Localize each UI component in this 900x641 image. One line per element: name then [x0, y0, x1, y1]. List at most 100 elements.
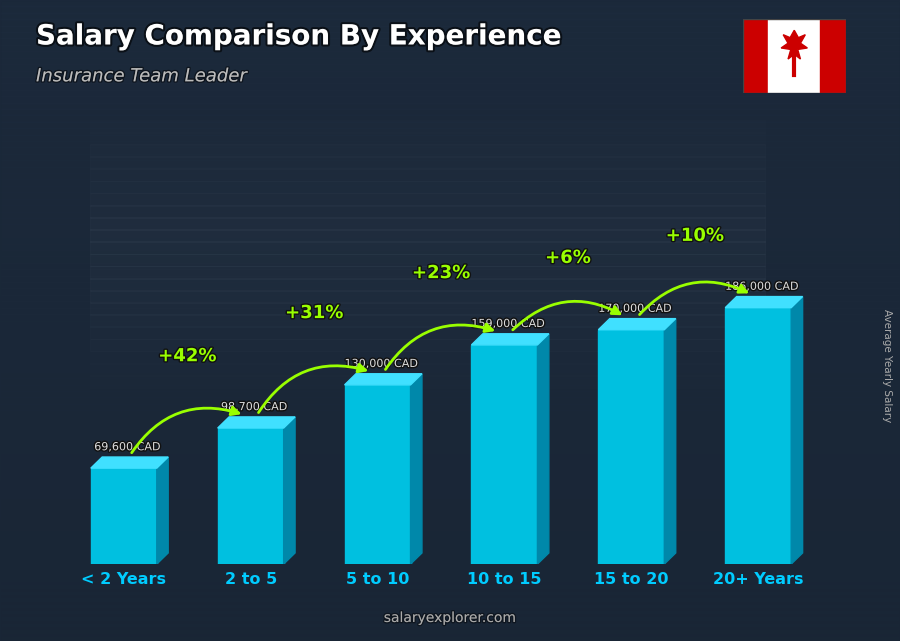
Text: +23%: +23% [412, 264, 470, 282]
Bar [0, 212, 900, 218]
Bar [0, 558, 900, 564]
Bar [0, 103, 900, 109]
Text: 186,000 CAD: 186,000 CAD [725, 282, 798, 292]
Bar [0, 487, 900, 494]
Text: +42%: +42% [158, 347, 216, 365]
Bar [90, 254, 765, 267]
Bar [0, 429, 900, 436]
Polygon shape [781, 30, 807, 59]
Text: salaryexplorer.com: salaryexplorer.com [383, 611, 517, 625]
Bar [0, 314, 900, 320]
Bar [0, 417, 900, 423]
Bar [0, 385, 900, 391]
Bar [769, 19, 820, 93]
Bar [0, 141, 900, 147]
Bar [0, 218, 900, 224]
Text: 130,000 CAD: 130,000 CAD [345, 359, 418, 369]
Bar [0, 38, 900, 45]
Bar [0, 301, 900, 308]
Polygon shape [345, 374, 422, 385]
Bar [0, 577, 900, 583]
Bar [0, 391, 900, 397]
Bar [0, 365, 900, 372]
Bar [0, 186, 900, 192]
Bar [90, 169, 765, 181]
Bar [0, 179, 900, 186]
Bar [0, 353, 900, 359]
Text: +31%: +31% [285, 304, 343, 322]
Bar [0, 173, 900, 179]
Bar [0, 333, 900, 340]
Bar [90, 338, 765, 351]
Polygon shape [598, 319, 676, 329]
Bar [0, 404, 900, 410]
Bar [0, 32, 900, 38]
Bar [0, 519, 900, 526]
Text: 159,000 CAD: 159,000 CAD [472, 319, 544, 329]
Bar [0, 147, 900, 154]
Bar [0, 596, 900, 603]
Bar [0, 570, 900, 577]
Bar [0, 231, 900, 237]
Bar [0, 590, 900, 596]
Bar [0, 122, 900, 128]
Bar [0, 26, 900, 32]
Bar [90, 278, 765, 290]
Bar [0, 442, 900, 449]
Bar [0, 410, 900, 417]
Bar [0, 494, 900, 500]
Bar [90, 229, 765, 242]
Bar [90, 96, 765, 108]
Polygon shape [472, 334, 549, 345]
Bar [0, 6, 900, 13]
Bar [0, 378, 900, 385]
Bar [0, 455, 900, 462]
Bar [90, 412, 765, 424]
Bar [90, 132, 765, 145]
Bar [0, 635, 900, 641]
Bar [0, 308, 900, 314]
Text: 170,000 CAD: 170,000 CAD [598, 304, 671, 314]
Bar [472, 345, 537, 564]
Bar [0, 237, 900, 244]
Polygon shape [284, 417, 295, 564]
Bar [0, 154, 900, 160]
Bar [742, 19, 769, 93]
Bar [0, 282, 900, 288]
Bar [820, 19, 846, 93]
Polygon shape [537, 334, 549, 564]
Bar [0, 538, 900, 545]
Bar [0, 90, 900, 96]
Bar [0, 192, 900, 199]
Bar [0, 340, 900, 346]
Bar [0, 83, 900, 90]
Bar [90, 108, 765, 121]
Bar [0, 500, 900, 506]
Bar [0, 288, 900, 295]
Bar [0, 423, 900, 429]
Bar [0, 532, 900, 538]
Bar [0, 199, 900, 205]
Bar [0, 0, 900, 6]
Bar [90, 193, 765, 206]
Bar [0, 513, 900, 519]
Bar [0, 359, 900, 365]
Bar [90, 375, 765, 388]
Bar [0, 205, 900, 212]
Bar [0, 276, 900, 282]
Bar [90, 351, 765, 363]
Bar [0, 564, 900, 570]
Bar [90, 436, 765, 449]
Bar [0, 372, 900, 378]
Bar [0, 436, 900, 442]
Bar [0, 615, 900, 622]
Bar [0, 583, 900, 590]
Bar [0, 545, 900, 551]
Polygon shape [791, 297, 803, 564]
Text: 98,700 CAD: 98,700 CAD [221, 402, 287, 412]
Bar [0, 449, 900, 455]
Bar [0, 256, 900, 263]
Bar [0, 295, 900, 301]
Bar [90, 326, 765, 339]
Text: Average Yearly Salary: Average Yearly Salary [881, 309, 892, 422]
